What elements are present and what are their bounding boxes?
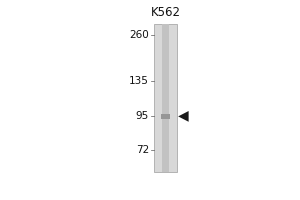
Bar (154, 24, 177, 172)
Text: 260: 260 (129, 30, 149, 40)
Bar (161, 114, 170, 119)
Text: 95: 95 (136, 111, 149, 121)
Bar (162, 24, 169, 172)
Text: 135: 135 (129, 76, 149, 86)
Text: 72: 72 (136, 145, 149, 155)
Text: K562: K562 (150, 6, 180, 19)
Polygon shape (178, 111, 189, 122)
